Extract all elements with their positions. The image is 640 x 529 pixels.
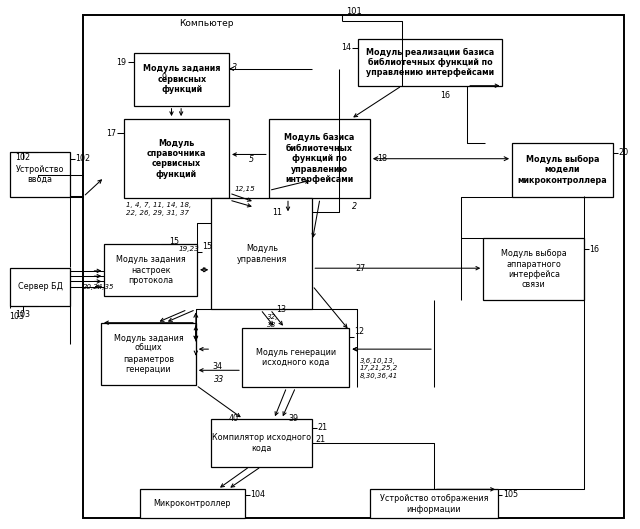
Text: 38: 38 <box>267 322 276 328</box>
Text: 17,21,25,2: 17,21,25,2 <box>360 365 398 371</box>
Bar <box>242 328 349 387</box>
Text: 22, 26, 29, 31, 37: 22, 26, 29, 31, 37 <box>126 209 189 216</box>
Text: 33: 33 <box>214 375 224 384</box>
Text: 11: 11 <box>272 208 282 217</box>
Bar <box>211 198 312 309</box>
Text: Устройство отображения
информации: Устройство отображения информации <box>380 494 488 514</box>
Text: 39: 39 <box>288 414 298 424</box>
Text: Модуль задания
общих
параметров
генерации: Модуль задания общих параметров генераци… <box>114 334 183 374</box>
Text: 15: 15 <box>202 242 212 251</box>
Bar <box>83 15 624 518</box>
Text: 12,15: 12,15 <box>235 186 255 193</box>
Text: 16: 16 <box>440 90 451 100</box>
Text: Модуль задания
сервисных
функций: Модуль задания сервисных функций <box>143 65 221 94</box>
Bar <box>358 39 502 86</box>
Bar <box>211 419 312 467</box>
Bar <box>101 323 196 385</box>
Text: 19,23: 19,23 <box>179 245 200 252</box>
Text: 3,6,10,13,: 3,6,10,13, <box>360 358 396 364</box>
Text: Модуль генерации
исходного кода: Модуль генерации исходного кода <box>255 348 336 367</box>
Text: 21: 21 <box>315 434 325 444</box>
Text: Модуль выбора
модели
микроконтроллера: Модуль выбора модели микроконтроллера <box>518 155 607 185</box>
Bar <box>10 268 70 306</box>
Text: Микроконтроллер: Микроконтроллер <box>154 499 231 508</box>
Text: 103: 103 <box>15 309 30 319</box>
Text: 105: 105 <box>503 490 518 499</box>
Text: 40: 40 <box>228 414 239 424</box>
Bar <box>512 143 613 197</box>
Text: 27: 27 <box>355 263 365 273</box>
Text: 2: 2 <box>352 202 357 211</box>
Text: 101: 101 <box>346 7 362 16</box>
Text: 12: 12 <box>355 327 365 336</box>
Text: Модуль выбора
аппаратного
интерфейса
связи: Модуль выбора аппаратного интерфейса свя… <box>501 249 566 289</box>
Text: 5: 5 <box>249 155 254 165</box>
Bar <box>140 489 245 518</box>
Text: Компилятор исходного
кода: Компилятор исходного кода <box>212 433 311 452</box>
Text: 8,30,36,41: 8,30,36,41 <box>360 372 398 379</box>
Bar <box>370 489 498 518</box>
Text: 1, 4, 7, 11, 14, 18,: 1, 4, 7, 11, 14, 18, <box>126 202 191 208</box>
Text: 34: 34 <box>212 361 223 371</box>
Text: 14: 14 <box>340 43 351 52</box>
Text: 3: 3 <box>232 63 237 72</box>
Text: 104: 104 <box>250 490 265 499</box>
Text: 32,: 32, <box>267 314 278 321</box>
Text: Модуль
управления: Модуль управления <box>237 244 287 263</box>
Text: Компьютер: Компьютер <box>179 19 234 29</box>
Bar <box>104 244 197 296</box>
Text: Модуль реализации базиса
библиотечных функций по
управлению интерфейсами: Модуль реализации базиса библиотечных фу… <box>366 48 495 77</box>
Bar <box>269 119 370 198</box>
Bar <box>10 152 70 197</box>
Text: 15: 15 <box>170 237 180 247</box>
Text: Сервер БД: Сервер БД <box>17 282 63 291</box>
Text: 20,24,35: 20,24,35 <box>83 284 115 290</box>
Text: Модуль
справочника
сервисных
функций: Модуль справочника сервисных функций <box>147 139 206 179</box>
Bar <box>134 53 229 106</box>
Text: 21: 21 <box>317 423 328 432</box>
Text: 16: 16 <box>589 245 600 254</box>
Text: Устройство
ввода: Устройство ввода <box>16 165 64 184</box>
Text: Модуль задания
настроек
протокола: Модуль задания настроек протокола <box>116 256 186 285</box>
Text: 103: 103 <box>10 312 24 321</box>
Text: 9: 9 <box>161 72 166 82</box>
Bar <box>124 119 229 198</box>
Text: 20: 20 <box>618 148 628 157</box>
Text: 102: 102 <box>15 152 31 162</box>
Text: Модуль базиса
библиотечных
функций по
управлению
интерфейсами: Модуль базиса библиотечных функций по уп… <box>284 133 355 184</box>
Text: 102: 102 <box>76 154 91 163</box>
Text: 18: 18 <box>378 154 388 163</box>
Text: 17: 17 <box>106 129 116 138</box>
Bar <box>483 238 584 300</box>
Text: 13: 13 <box>276 305 287 314</box>
Text: 19: 19 <box>116 58 127 67</box>
